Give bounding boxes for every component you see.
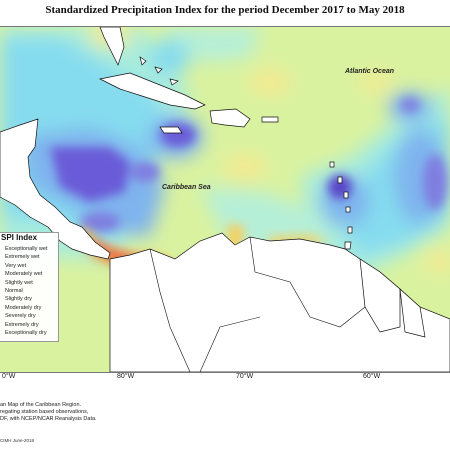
legend-item-label: Extremely dry: [5, 321, 39, 328]
puerto-rico: [261, 116, 279, 123]
sea-label: Caribbean Sea: [162, 184, 211, 191]
legend-item: Severely dry: [5, 313, 36, 320]
cuba: [98, 72, 206, 110]
made-by: CIMH June-2018: [0, 438, 35, 443]
legend-item: Moderately wet: [5, 271, 42, 278]
jamaica: [159, 126, 183, 134]
legend-item: Moderately dry: [5, 305, 41, 312]
legend-panel: SPI Index Exceptionally wet Extremely wet…: [0, 232, 59, 342]
legend-item-label: Exceptionally wet: [5, 246, 48, 252]
legend-item-label: Extremely wet: [5, 254, 40, 261]
credits: an Map of the Caribbean Region. regating…: [0, 402, 97, 423]
legend-item-label: Moderately wet: [5, 271, 43, 278]
central-america: [0, 118, 111, 260]
legend-item: Slightly dry: [5, 296, 32, 303]
ocean-label: Atlantic Ocean: [344, 68, 394, 75]
legend-item: Slightly wet: [5, 280, 33, 287]
legend-item-label: Normal: [5, 288, 23, 294]
lon-label-60w: 60°W: [363, 373, 381, 380]
legend-item: Extremely dry: [5, 322, 39, 329]
legend-item: Exceptionally dry: [5, 330, 47, 337]
legend-item: Extremely wet: [5, 254, 40, 261]
legend-item-label: Very wet: [5, 262, 27, 269]
lon-label-90w: 0°W: [2, 373, 16, 380]
legend-item: Very wet: [5, 263, 26, 270]
landmasses: [0, 27, 450, 372]
credit-line: regating station based observations,: [0, 409, 89, 415]
legend-item-label: Slightly dry: [5, 296, 32, 303]
country-borders: [149, 236, 366, 372]
wet-region-north: [160, 27, 260, 62]
legend-item-label: Slightly wet: [5, 279, 33, 286]
spi-map: Atlantic Ocean Caribbean Sea: [0, 26, 450, 373]
legend-item-label: Exceptionally dry: [5, 330, 47, 336]
legend-item-label: Severely dry: [5, 313, 36, 320]
credit-line: an Map of the Caribbean Region.: [0, 402, 82, 408]
florida: [99, 27, 125, 66]
legend-title: SPI Index: [1, 233, 38, 242]
lon-label-80w: 80°W: [117, 373, 135, 380]
credit-line: DF, with NCEP/NCAR Reanalysis Data.: [0, 416, 97, 422]
lon-label-70w: 70°W: [236, 373, 254, 380]
legend-item: Normal: [5, 288, 23, 295]
hispaniola: [209, 108, 251, 128]
spi-field-core: [50, 98, 447, 232]
legend-item: Exceptionally wet: [5, 246, 48, 253]
legend-item-label: Moderately dry: [5, 304, 42, 311]
page-title: Standardized Precipitation Index for the…: [45, 4, 405, 16]
